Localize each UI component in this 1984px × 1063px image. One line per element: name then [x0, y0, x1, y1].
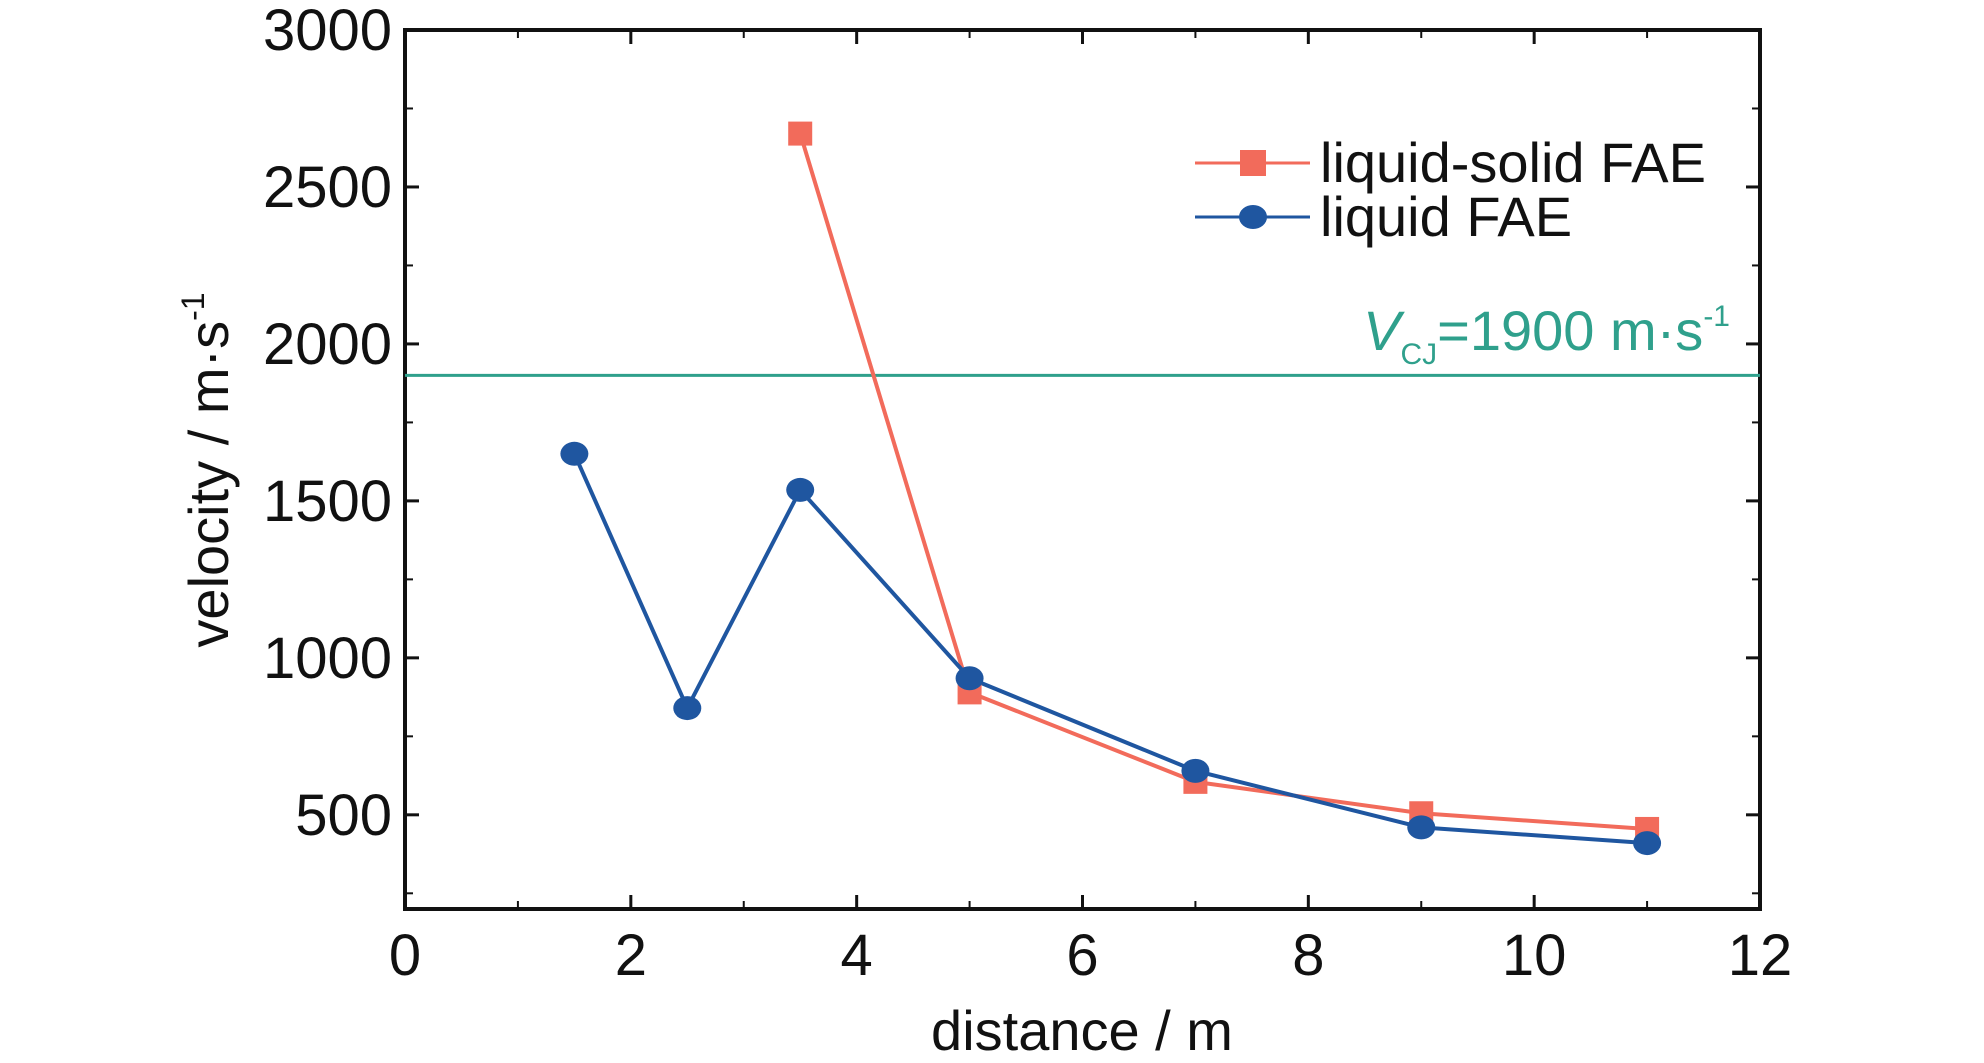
legend-label-liquid: liquid FAE: [1320, 185, 1572, 248]
data-point-liquid: [673, 696, 702, 721]
y-tick-label: 500: [295, 783, 392, 848]
legend-label-liquid-solid: liquid-solid FAE: [1320, 131, 1706, 194]
reference-line-label: VCJ=1900 m·s-1: [1363, 299, 1730, 371]
x-ticks: 0 2 4 6 8 10 12: [389, 30, 1792, 988]
data-point-liquid: [560, 441, 589, 466]
legend-item-liquid-solid: liquid-solid FAE: [1195, 131, 1706, 194]
legend-marker-square: [1240, 150, 1266, 176]
data-point-liquid: [786, 477, 815, 502]
y-tick-label: 2500: [263, 155, 392, 220]
x-tick-label: 10: [1502, 923, 1567, 988]
x-tick-label: 12: [1728, 923, 1793, 988]
legend-marker-circle: [1239, 205, 1267, 229]
ref-label-sub: CJ: [1401, 338, 1438, 371]
x-tick-label: 4: [841, 923, 873, 988]
y-ticks: 500 1000 1500 2000 2500 3000: [263, 0, 1760, 895]
legend-item-liquid: liquid FAE: [1195, 185, 1572, 248]
y-tick-label: 1000: [263, 626, 392, 691]
y-axis-title: velocity / m·s-1: [175, 292, 240, 647]
x-tick-label: 0: [389, 923, 421, 988]
series-layer: [560, 121, 1662, 856]
y-axis-title-main: velocity / m·s: [177, 321, 240, 648]
legend: liquid-solid FAE liquid FAE: [1195, 131, 1706, 248]
y-axis-title-sup: -1: [175, 292, 211, 320]
x-tick-label: 6: [1066, 923, 1098, 988]
ref-label-var: V: [1363, 299, 1405, 362]
data-point-liquid: [955, 666, 984, 691]
x-tick-label: 2: [615, 923, 647, 988]
ref-label-main: =1900 m·s: [1437, 299, 1703, 362]
y-tick-label: 3000: [263, 0, 392, 63]
x-axis-title: distance / m: [931, 999, 1233, 1062]
y-tick-label: 1500: [263, 469, 392, 534]
x-tick-label: 8: [1292, 923, 1324, 988]
data-point-liquid-solid: [788, 121, 813, 146]
series-line-liquid: [572, 452, 1648, 846]
data-point-liquid: [1407, 815, 1436, 840]
data-point-liquid: [1181, 758, 1210, 783]
y-tick-label: 2000: [263, 312, 392, 377]
ref-label-sup: -1: [1703, 300, 1730, 333]
data-point-liquid: [1633, 831, 1662, 856]
